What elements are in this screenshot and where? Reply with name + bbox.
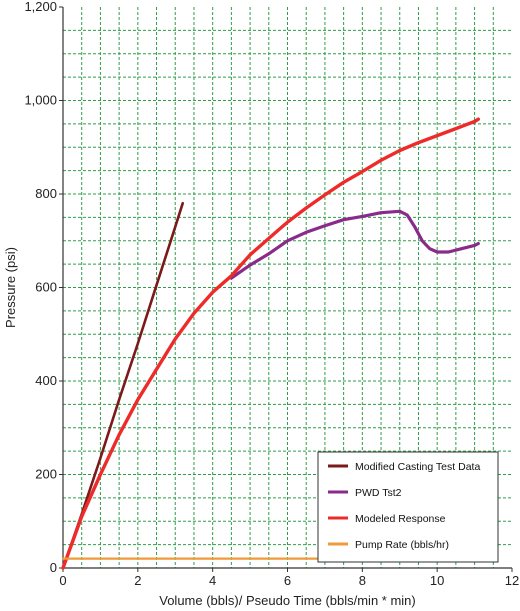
x-tick-label: 12 [505,573,519,588]
x-tick-label: 4 [209,573,216,588]
x-tick-label: 6 [284,573,291,588]
x-tick-label: 8 [359,573,366,588]
tick-labels: 0 2 4 6 8 10 12 0 200 400 600 800 1,000 1,200 [24,0,519,588]
x-tick-label: 10 [430,573,444,588]
legend-label: Modified Casting Test Data [355,461,480,473]
grid [63,7,512,568]
series-line-1 [61,202,184,570]
x-axis-title: Volume (bbls)/ Pseudo Time (bbls/min * m… [159,593,415,608]
x-tick-label: 0 [59,573,66,588]
y-tick-label: 400 [35,373,57,388]
series-line-2 [229,209,480,280]
legend-label: PWD Tst2 [355,487,402,499]
y-tick-label: 200 [35,467,57,482]
y-tick-label: 1,000 [24,93,57,108]
y-tick-label: 800 [35,186,57,201]
axes [59,6,513,572]
y-tick-label: 0 [50,560,57,575]
legend-label: Pump Rate (bbls/hr) [355,539,449,551]
y-axis-title: Pressure (psi) [3,247,18,328]
y-tick-label: 1,200 [24,0,57,14]
legend: Modified Casting Test Data PWD Tst2 Modele… [317,451,499,563]
y-tick-label: 600 [35,280,57,295]
x-tick-label: 2 [134,573,141,588]
series-line-3 [61,117,480,570]
legend-label: Modeled Response [355,513,446,525]
